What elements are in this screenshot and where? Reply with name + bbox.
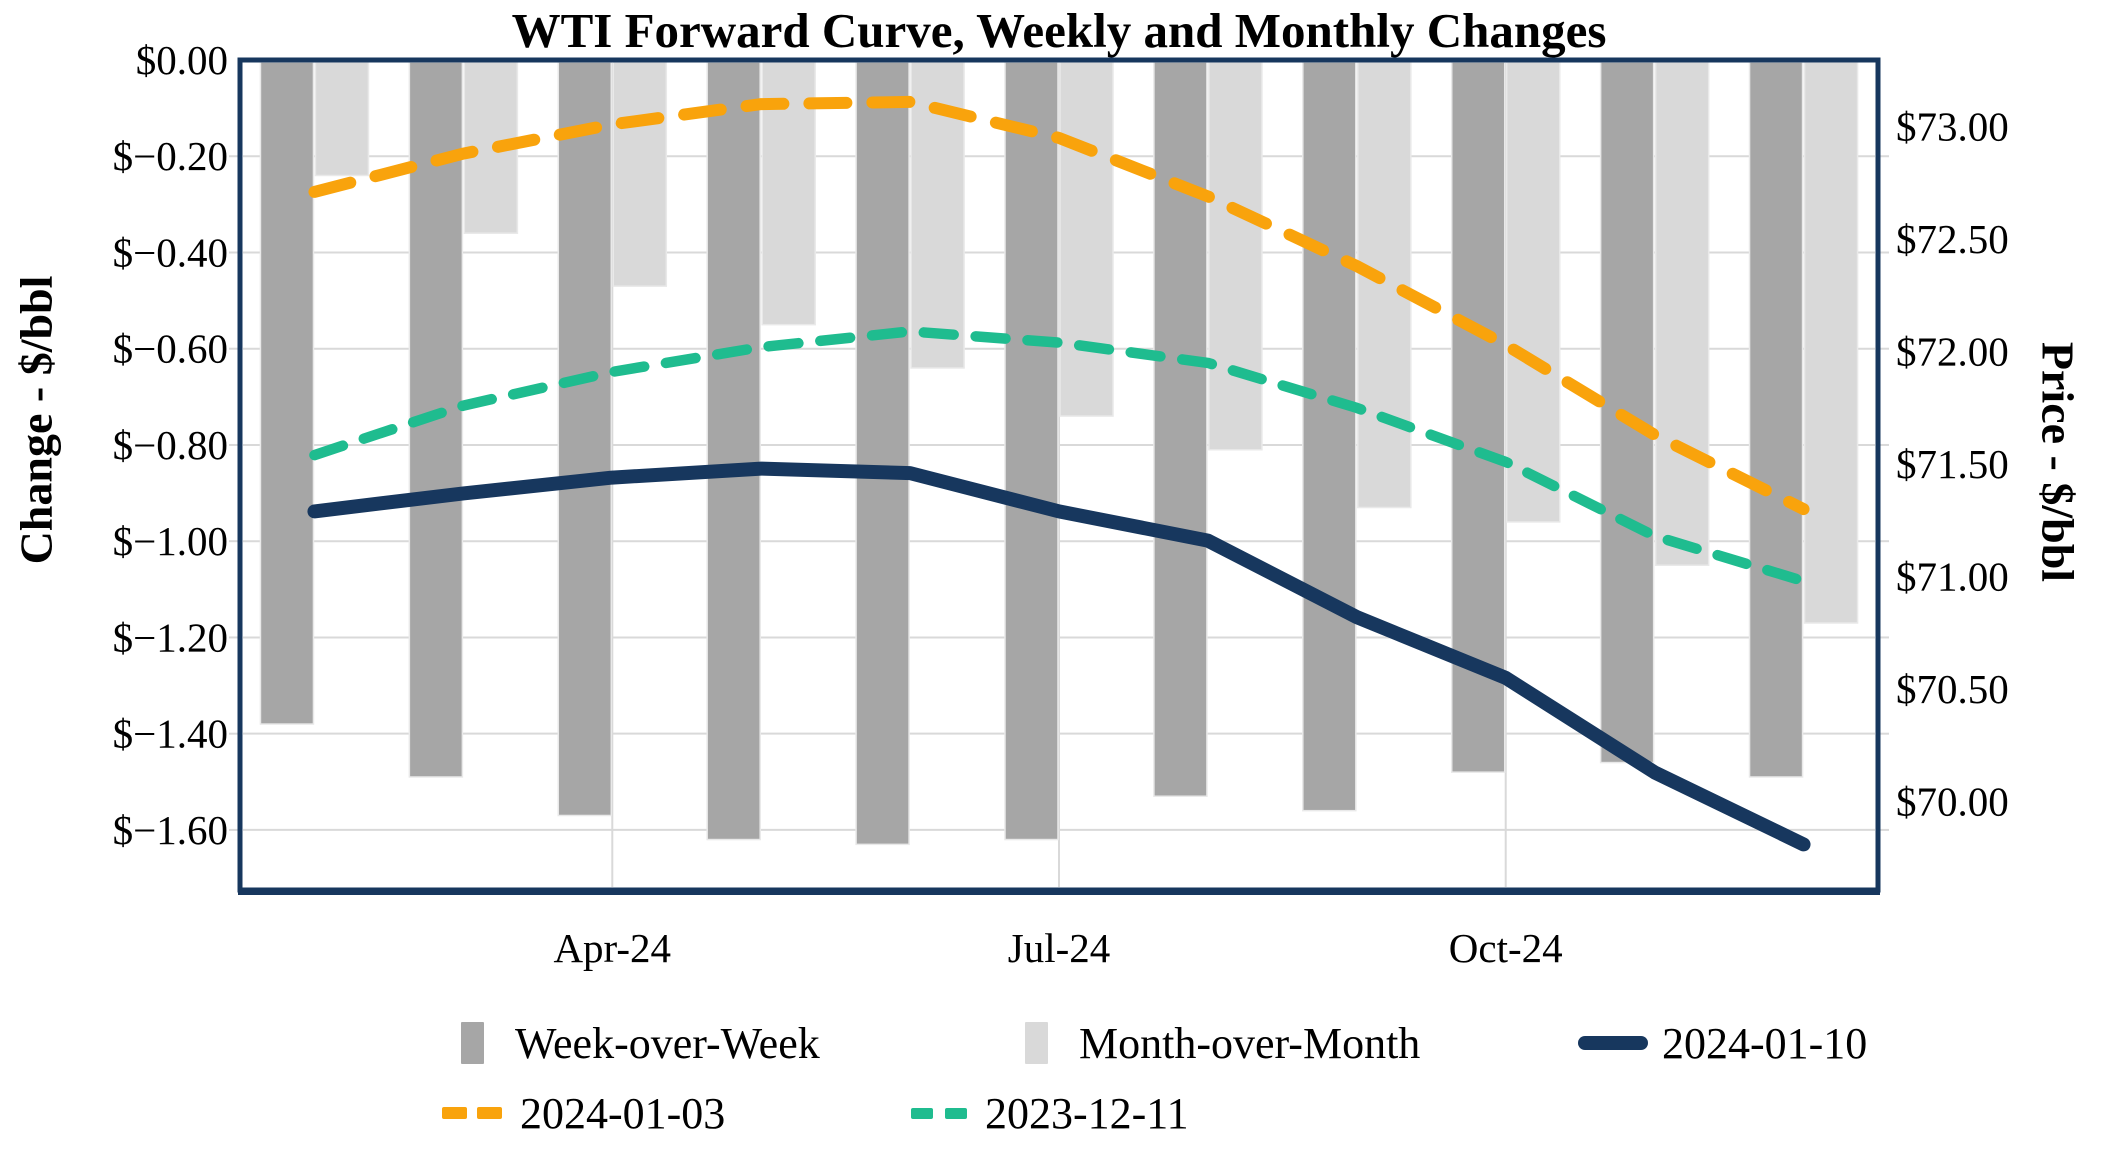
bar-week-over-week [1004, 61, 1059, 841]
bar-week-over-week [1748, 61, 1804, 778]
right-axis-tick-label: $70.00 [1896, 779, 2009, 825]
legend-label: 2023-12-11 [985, 1088, 1189, 1138]
left-axis-tick-label: $−1.20 [113, 614, 228, 660]
bar-week-over-week [1153, 61, 1208, 797]
bar-week-over-week [259, 61, 315, 725]
legend-label: 2024-01-03 [520, 1088, 726, 1138]
bar-month-over-month [1654, 61, 1710, 567]
orange-dash-swatch-icon [442, 1107, 502, 1119]
month-over-month-swatch-icon [1025, 1022, 1048, 1064]
right-axis-tick-label: $70.50 [1896, 666, 2009, 712]
green-dash-swatch-icon [911, 1107, 967, 1119]
left-axis-tick-label: $−0.20 [113, 133, 228, 179]
left-axis-tick-label: $0.00 [136, 37, 228, 83]
right-axis-tick-label: $72.50 [1896, 216, 2009, 262]
left-axis-tick-label: $−0.80 [113, 422, 228, 468]
bar-week-over-week [557, 61, 613, 817]
line-2024-01-03 [308, 95, 1810, 516]
left-axis-tick-label: $−1.40 [113, 711, 228, 757]
bar-month-over-month [1803, 61, 1859, 624]
legend-label: 2024-01-10 [1662, 1018, 1868, 1068]
x-axis-tick-label: Apr-24 [553, 925, 671, 971]
legend-label: Week-over-Week [515, 1018, 820, 1068]
bar-month-over-month [1208, 61, 1263, 451]
x-axis-tick-label: Oct-24 [1449, 925, 1563, 971]
right-axis-tick-label: $72.00 [1896, 329, 2009, 375]
bar-month-over-month [314, 61, 370, 177]
legend-item-week-over-week: Week-over-Week [461, 1018, 820, 1068]
left-axis-tick-label: $−1.60 [113, 807, 228, 853]
legend-item-month-over-month: Month-over-Month [1025, 1018, 1420, 1068]
bar-month-over-month [612, 61, 668, 287]
legend-item-2023-12-11: 2023-12-11 [911, 1088, 1189, 1138]
line-2024-01-10 [307, 461, 1811, 852]
bar-month-over-month [1059, 61, 1114, 417]
legend-label: Month-over-Month [1079, 1018, 1421, 1068]
solid-line-swatch-icon [1578, 1036, 1648, 1050]
week-over-week-swatch-icon [461, 1022, 484, 1064]
bar-week-over-week [1302, 61, 1357, 812]
right-axis-tick-label: $73.00 [1896, 104, 2009, 150]
left-axis-tick-label: $−0.60 [113, 326, 228, 372]
bar-month-over-month [1505, 61, 1561, 523]
line-2023-12-11 [309, 326, 1809, 587]
right-axis-tick-label: $71.50 [1896, 441, 2009, 487]
bar-week-over-week [706, 61, 761, 841]
left-axis-tick-label: $−1.00 [113, 518, 228, 564]
chart-title: WTI Forward Curve, Weekly and Monthly Ch… [511, 3, 1607, 58]
x-axis-tick-label: Jul-24 [1008, 925, 1111, 971]
legend-item-2024-01-03: 2024-01-03 [442, 1088, 725, 1138]
legend-item-2024-01-10: 2024-01-10 [1578, 1018, 1867, 1068]
bar-week-over-week [855, 61, 910, 846]
bar-week-over-week [1450, 61, 1506, 773]
left-axis-tick-label: $−0.40 [113, 229, 228, 275]
right-axis-tick-label: $71.00 [1896, 554, 2009, 600]
